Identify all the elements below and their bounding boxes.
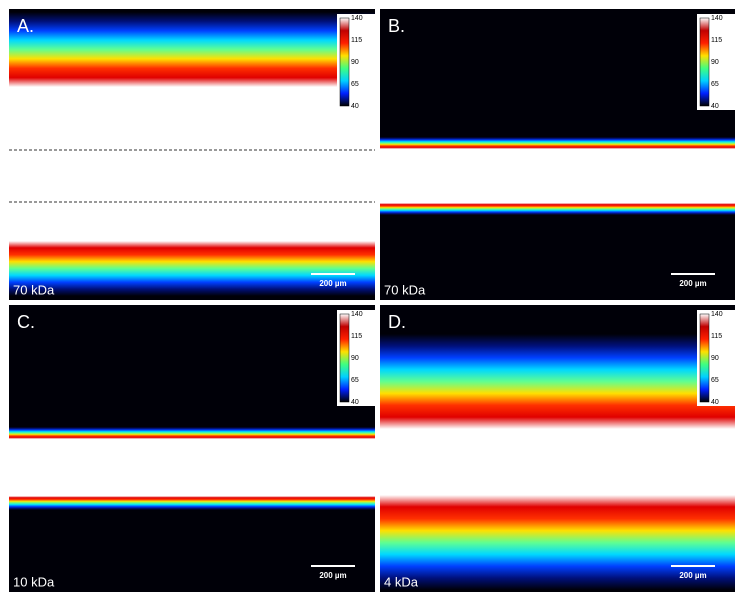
- colorbar-tick-label: 90: [351, 59, 359, 66]
- scale-bar-label: 200 µm: [319, 571, 346, 580]
- scale-bar-label: 200 µm: [679, 279, 706, 288]
- colorbar-tick-label: 115: [711, 37, 722, 44]
- colorbar-tick-label: 40: [351, 103, 359, 110]
- colorbar: [699, 17, 710, 107]
- caption: 10 kDa: [13, 574, 55, 589]
- image: [380, 9, 735, 300]
- image: [380, 305, 735, 592]
- colorbar-tick-label: 65: [351, 377, 359, 384]
- colorbar-tick-label: 90: [711, 355, 719, 362]
- image: [9, 9, 375, 300]
- caption: 70 kDa: [384, 282, 426, 297]
- panel-label: B.: [388, 16, 405, 36]
- scale-bar-label: 200 µm: [679, 571, 706, 580]
- colorbar-tick-label: 115: [351, 37, 362, 44]
- colorbar-tick-label: 140: [351, 15, 363, 22]
- colorbar-tick-label: 90: [351, 355, 359, 362]
- panel: B. 70 kDa 200 µm 140 115 90 65 40: [380, 9, 735, 300]
- colorbar-tick-label: 115: [351, 333, 362, 340]
- panel-label: C.: [17, 312, 35, 332]
- colorbar-tick-label: 40: [351, 399, 359, 406]
- colorbar-tick-label: 140: [711, 311, 723, 318]
- colorbar-tick-label: 65: [351, 81, 359, 88]
- panel: D. 4 kDa 200 µm 140 115 90 65 40: [380, 305, 735, 592]
- colorbar-tick-label: 65: [711, 81, 719, 88]
- colorbar: [699, 313, 710, 403]
- colorbar-tick-label: 140: [351, 311, 363, 318]
- panel-label: D.: [388, 312, 406, 332]
- colorbar-tick-label: 40: [711, 399, 719, 406]
- colorbar-tick-label: 40: [711, 103, 719, 110]
- scale-bar-label: 200 µm: [319, 279, 346, 288]
- colorbar: [339, 17, 350, 107]
- image: [9, 305, 375, 592]
- colorbar: [339, 313, 350, 403]
- caption: 70 kDa: [13, 282, 55, 297]
- panel: C. 10 kDa 200 µm 140 115 90 65 40: [9, 305, 375, 592]
- panel: A. 70 kDa 200 µm 140 115 90 65 40: [9, 9, 375, 300]
- colorbar-tick-label: 140: [711, 15, 723, 22]
- colorbar-tick-label: 65: [711, 377, 719, 384]
- colorbar-tick-label: 115: [711, 333, 722, 340]
- colorbar-tick-label: 90: [711, 59, 719, 66]
- panel-label: A.: [17, 16, 34, 36]
- caption: 4 kDa: [384, 574, 419, 589]
